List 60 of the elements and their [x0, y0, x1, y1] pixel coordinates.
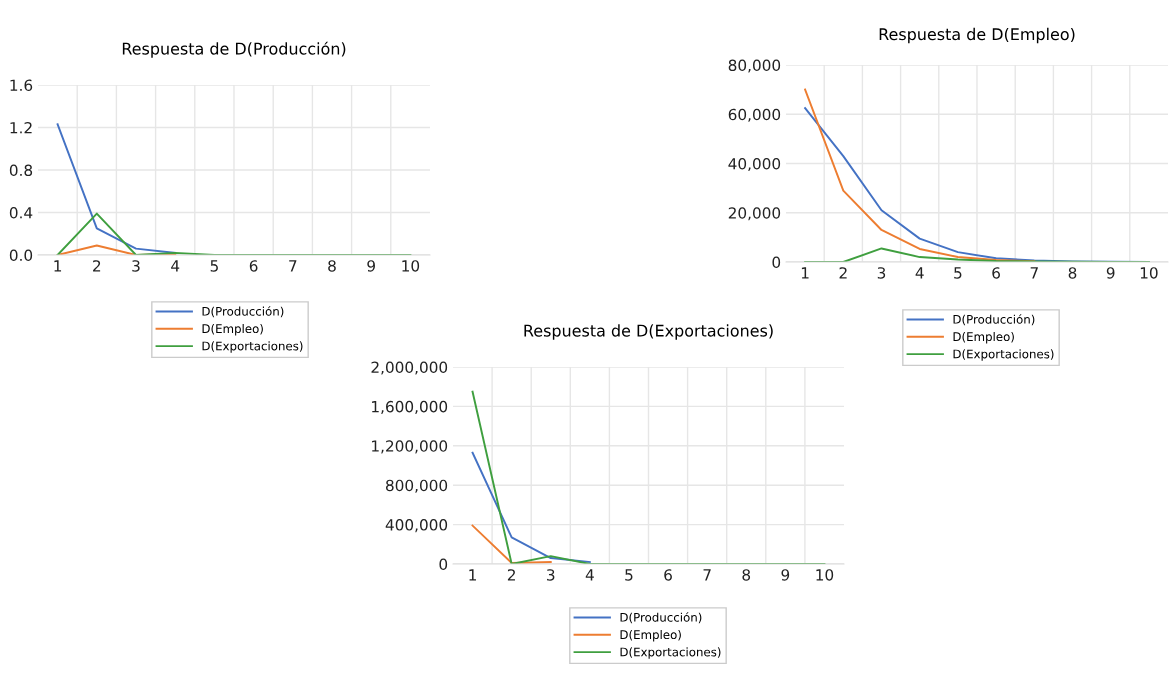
y-tick-label: 80,000: [728, 59, 781, 73]
x-tick-label: 2: [93, 260, 101, 272]
y-tick-label: 20,000: [728, 207, 781, 221]
x-tick-label: 9: [367, 260, 375, 272]
x-tick-label: 10: [1140, 267, 1158, 279]
y-tick-label: 1,600,000: [372, 400, 448, 414]
x-tick-label: 2: [839, 267, 847, 279]
x-tick-label: 3: [132, 260, 140, 272]
legend-label: D(Exportaciones): [620, 647, 721, 659]
y-tick-label: 60,000: [728, 108, 781, 122]
x-tick-label: 7: [1030, 267, 1038, 279]
x-tick-label: 1: [54, 260, 62, 272]
x-tick-label: 4: [915, 267, 924, 279]
x-tick-label: 4: [171, 260, 180, 272]
x-tick-label: 8: [328, 260, 336, 272]
y-tick-label: 40,000: [728, 157, 781, 172]
x-tick-label: 2: [507, 569, 515, 581]
x-tick-label: 8: [1068, 267, 1077, 279]
y-tick-label: 0.8: [9, 164, 33, 177]
x-tick-label: 1: [801, 267, 809, 279]
legend-label: D(Producción): [620, 612, 702, 624]
x-tick-label: 5: [954, 267, 962, 279]
y-tick-label: 1.2: [10, 121, 32, 134]
y-tick-label: 0: [772, 256, 781, 269]
chart-title: Respuesta de D(Exportaciones): [524, 324, 773, 340]
legend-label: D(Empleo): [953, 331, 1014, 344]
y-tick-label: 0.4: [9, 206, 33, 219]
y-tick-label: 0.0: [9, 249, 33, 262]
x-tick-label: 9: [781, 569, 790, 581]
y-tick-label: 1.6: [10, 79, 33, 92]
x-tick-label: 7: [703, 569, 711, 581]
y-tick-label: 2,000,000: [371, 361, 448, 375]
x-tick-label: 7: [289, 260, 297, 272]
line-series: [804, 88, 1036, 262]
legend-label: D(Exportaciones): [953, 349, 1054, 361]
chart-title: Respuesta de D(Empleo): [879, 27, 1075, 44]
legend-label: D(Producción): [953, 314, 1035, 326]
x-tick-label: 10: [816, 569, 834, 581]
y-tick-label: 1,200,000: [372, 440, 448, 454]
y-tick-label: 800,000: [386, 479, 448, 493]
x-tick-label: 3: [547, 569, 555, 581]
x-tick-label: 1: [469, 569, 476, 581]
legend-label: D(Empleo): [620, 629, 681, 642]
legend-label: D(Producción): [202, 306, 284, 318]
x-tick-label: 4: [585, 569, 594, 581]
x-tick-label: 6: [249, 260, 258, 272]
x-tick-label: 8: [742, 569, 751, 581]
x-tick-label: 5: [625, 569, 633, 581]
legend-label: D(Empleo): [202, 323, 263, 336]
x-tick-label: 3: [877, 267, 886, 279]
legend-label: D(Exportaciones): [202, 341, 303, 353]
chart-title: Respuesta de D(Producción): [122, 41, 346, 58]
x-tick-label: 10: [402, 260, 420, 272]
x-tick-label: 6: [664, 569, 672, 581]
x-tick-label: 5: [210, 260, 218, 272]
x-tick-label: 6: [992, 267, 1000, 279]
y-tick-label: 400,000: [385, 519, 448, 533]
x-tick-label: 9: [1106, 267, 1115, 279]
y-tick-label: 0: [439, 558, 448, 571]
line-series: [471, 451, 591, 563]
